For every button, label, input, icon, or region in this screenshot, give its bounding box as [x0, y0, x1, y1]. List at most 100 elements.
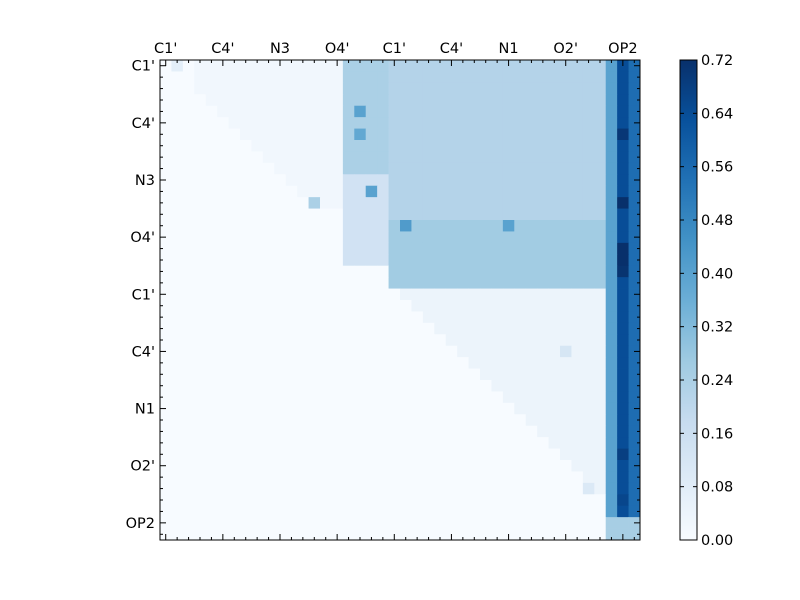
heatmap-cell: [560, 277, 572, 289]
heatmap-cell: [594, 300, 607, 312]
heatmap-cell: [560, 242, 572, 255]
heatmap-cell: [251, 185, 264, 198]
heatmap-cell: [468, 208, 481, 221]
heatmap-cell: [468, 197, 481, 209]
heatmap-cell: [240, 437, 252, 449]
heatmap-cell: [217, 277, 229, 289]
heatmap-cell: [160, 300, 172, 312]
heatmap-cell: [400, 162, 412, 175]
heatmap-cell: [388, 254, 401, 267]
heatmap-cell: [331, 517, 344, 529]
heatmap-cell: [320, 437, 332, 449]
heatmap-cell: [308, 117, 321, 129]
heatmap-cell: [217, 231, 229, 244]
heatmap-cell: [445, 140, 458, 152]
heatmap-cell: [251, 345, 264, 358]
heatmap-cell: [594, 185, 607, 198]
heatmap-cell: [331, 334, 344, 347]
heatmap-cell: [537, 311, 549, 324]
heatmap-cell: [377, 494, 389, 507]
heatmap-cell: [274, 448, 287, 461]
heatmap-cell: [605, 425, 618, 438]
heatmap-cell: [480, 197, 492, 209]
heatmap-cell: [582, 231, 595, 244]
heatmap-cell: [617, 174, 629, 187]
heatmap-cell: [205, 528, 218, 541]
heatmap-cell: [285, 471, 298, 484]
heatmap-cell: [262, 288, 275, 301]
heatmap-cell: [457, 300, 469, 312]
heatmap-cell: [160, 425, 172, 438]
heatmap-cell: [411, 220, 424, 232]
heatmap-cell: [514, 380, 527, 392]
heatmap-cell: [571, 380, 584, 392]
x-tick-label: N1: [499, 41, 519, 57]
heatmap-cell: [205, 391, 218, 404]
heatmap-cell: [388, 368, 401, 381]
heatmap-cell: [228, 265, 241, 278]
heatmap-cell: [422, 380, 435, 392]
heatmap-cell: [297, 117, 309, 129]
heatmap-cell: [262, 185, 275, 198]
heatmap-cell: [388, 197, 401, 209]
heatmap-cell: [480, 505, 492, 518]
heatmap-cell: [171, 505, 184, 518]
heatmap-cell: [297, 357, 309, 369]
heatmap-cell: [560, 82, 572, 95]
heatmap-cell: [491, 517, 504, 529]
heatmap-cell: [342, 482, 355, 495]
heatmap-cell: [411, 448, 424, 461]
heatmap-cell: [217, 425, 229, 438]
heatmap-cell: [354, 402, 367, 415]
heatmap-cell: [171, 414, 184, 427]
heatmap-cell: [502, 105, 515, 118]
heatmap-cell: [251, 322, 264, 335]
heatmap-cell: [525, 517, 538, 529]
heatmap-cell: [251, 105, 264, 118]
heatmap-cell: [434, 71, 447, 84]
heatmap-cell: [445, 517, 458, 529]
heatmap-cell: [571, 402, 584, 415]
heatmap-cell: [422, 174, 435, 187]
heatmap-cell: [514, 140, 527, 152]
heatmap-cell: [571, 60, 584, 72]
heatmap-cell: [502, 471, 515, 484]
heatmap-cell: [297, 368, 309, 381]
heatmap-cell: [434, 151, 447, 164]
heatmap-cell: [514, 60, 527, 72]
heatmap-cell: [365, 300, 378, 312]
heatmap-cell: [297, 242, 309, 255]
heatmap-cell: [171, 300, 184, 312]
heatmap-cell: [171, 220, 184, 232]
heatmap-cell: [331, 231, 344, 244]
heatmap-cell: [468, 288, 481, 301]
heatmap-cell: [240, 265, 252, 278]
heatmap-cell: [205, 288, 218, 301]
heatmap-cell: [342, 231, 355, 244]
heatmap-cell: [411, 460, 424, 472]
heatmap-cell: [617, 425, 629, 438]
heatmap-cell: [582, 414, 595, 427]
heatmap-cell: [331, 208, 344, 221]
heatmap-cell: [217, 288, 229, 301]
heatmap-cell: [560, 437, 572, 449]
heatmap-cell: [480, 380, 492, 392]
heatmap-cell: [525, 380, 538, 392]
heatmap-cell: [457, 231, 469, 244]
heatmap-cell: [274, 368, 287, 381]
heatmap-cell: [491, 402, 504, 415]
heatmap-cell: [171, 471, 184, 484]
heatmap-cell: [628, 151, 641, 164]
heatmap-cell: [171, 82, 184, 95]
heatmap-cell: [262, 482, 275, 495]
heatmap-cell: [480, 368, 492, 381]
heatmap-cell: [354, 94, 367, 107]
heatmap-cell: [217, 517, 229, 529]
heatmap-cell: [514, 117, 527, 129]
heatmap-cell: [525, 402, 538, 415]
heatmap-cell: [285, 94, 298, 107]
heatmap-cell: [491, 277, 504, 289]
heatmap-cell: [262, 311, 275, 324]
heatmap-cell: [297, 71, 309, 84]
heatmap-cell: [160, 82, 172, 95]
